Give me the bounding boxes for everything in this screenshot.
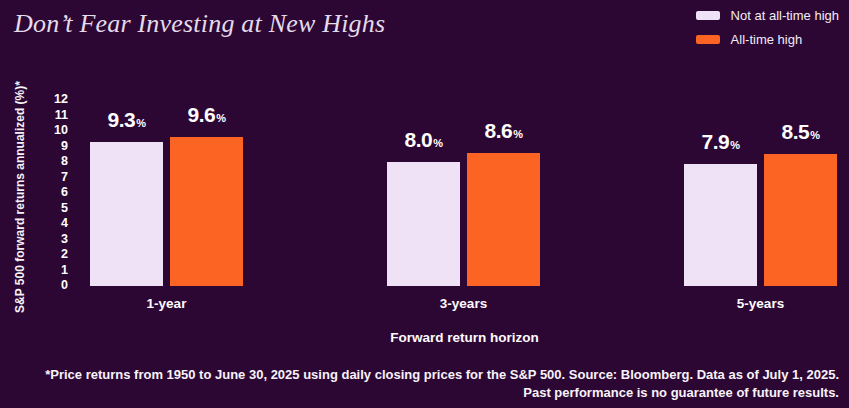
y-tick-0: 0	[0, 278, 68, 292]
legend-swatch-not-at-all-time-high-icon	[696, 11, 720, 20]
bar-all-time-high-1-year	[170, 137, 243, 286]
bar-not-at-all-time-high-5-years	[684, 164, 757, 286]
footnote-line-2: Past performance is no guarantee of futu…	[45, 384, 839, 402]
value-label-not-at-all-time-high-1-year: 9.3%	[108, 108, 146, 132]
plot-area: 9.3%9.6%1-year8.0%8.6%3-years7.9%8.5%5-y…	[80, 100, 849, 286]
value-label-all-time-high-3-years: 8.6%	[485, 119, 523, 143]
bar-column-all-time-high-1-year: 9.6%	[170, 103, 243, 286]
bar-not-at-all-time-high-1-year	[90, 142, 163, 286]
y-tick-12: 12	[0, 92, 68, 106]
value-label-not-at-all-time-high-5-years: 7.9%	[702, 130, 740, 154]
bar-group-5-years: 7.9%8.5%5-years	[684, 100, 837, 286]
x-tick-3-years: 3-years	[440, 296, 487, 311]
bar-column-not-at-all-time-high-3-years: 8.0%	[387, 128, 460, 286]
value-label-not-at-all-time-high-3-years: 8.0%	[405, 128, 443, 152]
bar-pair: 9.3% 9.6%	[90, 103, 243, 286]
bar-group-1-year: 9.3%9.6%1-year	[90, 100, 243, 286]
footnote-line-1: *Price returns from 1950 to June 30, 202…	[45, 366, 839, 384]
legend: Not at all-time high All-time high	[696, 8, 839, 47]
x-axis-label: Forward return horizon	[80, 330, 849, 345]
bar-column-not-at-all-time-high-1-year: 9.3%	[90, 108, 163, 286]
legend-label-not-at-all-time-high: Not at all-time high	[731, 8, 839, 23]
y-tick-7: 7	[0, 170, 68, 184]
y-tick-3: 3	[0, 232, 68, 246]
chart-title: Don’t Fear Investing at New Highs	[14, 9, 385, 39]
value-label-all-time-high-5-years: 8.5%	[782, 120, 820, 144]
x-tick-1-year: 1-year	[147, 296, 187, 311]
bar-all-time-high-3-years	[467, 153, 540, 286]
bar-column-not-at-all-time-high-5-years: 7.9%	[684, 130, 757, 286]
y-tick-6: 6	[0, 185, 68, 199]
x-tick-5-years: 5-years	[737, 296, 784, 311]
legend-item-all-time-high: All-time high	[696, 32, 839, 47]
y-tick-5: 5	[0, 201, 68, 215]
bar-all-time-high-5-years	[764, 154, 837, 286]
chart-card: Don’t Fear Investing at New Highs Not at…	[0, 0, 849, 408]
bar-group-3-years: 8.0%8.6%3-years	[387, 100, 540, 286]
y-tick-2: 2	[0, 247, 68, 261]
y-tick-4: 4	[0, 216, 68, 230]
footnote: *Price returns from 1950 to June 30, 202…	[45, 366, 839, 402]
y-tick-10: 10	[0, 123, 68, 137]
bar-column-all-time-high-3-years: 8.6%	[467, 119, 540, 286]
bar-pair: 8.0% 8.6%	[387, 119, 540, 286]
legend-item-not-at-all-time-high: Not at all-time high	[696, 8, 839, 23]
y-axis-ticks: 0123456789101112	[0, 100, 68, 286]
bar-column-all-time-high-5-years: 8.5%	[764, 120, 837, 286]
bar-pair: 7.9% 8.5%	[684, 120, 837, 286]
y-tick-11: 11	[0, 108, 68, 122]
legend-label-all-time-high: All-time high	[731, 32, 803, 47]
value-label-all-time-high-1-year: 9.6%	[188, 103, 226, 127]
y-tick-8: 8	[0, 154, 68, 168]
bar-not-at-all-time-high-3-years	[387, 162, 460, 286]
legend-swatch-all-time-high-icon	[696, 35, 720, 44]
y-tick-1: 1	[0, 263, 68, 277]
y-tick-9: 9	[0, 139, 68, 153]
